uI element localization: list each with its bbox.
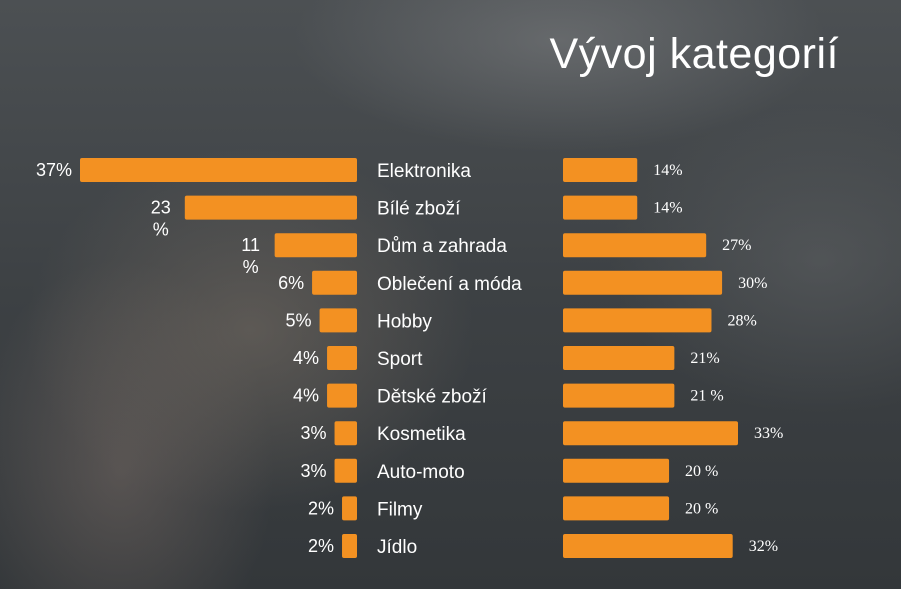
category-label: Bílé zboží [377, 199, 461, 220]
category-label: Kosmetika [377, 424, 466, 445]
right-value-label: 32% [749, 538, 778, 555]
left-value-label: 6% [278, 273, 304, 293]
right-bar [563, 158, 638, 182]
category-label: Hobby [377, 311, 432, 332]
left-bar [342, 496, 357, 521]
left-bar [327, 383, 357, 408]
category-label: Dětské zboží [377, 387, 488, 408]
left-bar [334, 421, 357, 446]
right-value-label: 14% [653, 162, 682, 179]
right-value-label: 28% [727, 312, 756, 329]
left-value-label: 3% [301, 423, 327, 443]
right-bar [563, 346, 675, 370]
right-bar [563, 195, 638, 220]
left-bar [319, 308, 357, 333]
right-value-label: 20 % [685, 500, 718, 517]
left-bar [80, 158, 357, 182]
category-label: Jídlo [377, 537, 417, 558]
left-value-label: 4% [293, 386, 319, 406]
left-value-label: 11% [241, 235, 260, 277]
left-value-label: 3% [301, 461, 327, 481]
left-bar [184, 195, 357, 220]
category-label: Oblečení a móda [377, 274, 522, 295]
category-label: Dům a zahrada [377, 236, 507, 257]
left-bar [327, 346, 357, 370]
left-bar [312, 270, 357, 295]
left-value-label: 37% [36, 160, 72, 180]
left-value-label: 4% [293, 348, 319, 368]
left-value-label: 5% [286, 310, 312, 330]
left-bar [342, 534, 357, 558]
right-bar [563, 421, 738, 446]
category-label: Elektronika [377, 161, 471, 182]
right-value-label: 14% [653, 200, 682, 217]
right-value-label: 30% [738, 275, 767, 292]
category-label: Sport [377, 349, 423, 370]
right-bar [563, 270, 723, 295]
left-value-label: 23% [151, 198, 171, 240]
left-bar [334, 458, 357, 483]
right-bar [563, 496, 670, 521]
right-bar [563, 308, 712, 333]
right-bar [563, 383, 675, 408]
right-value-label: 27% [722, 237, 751, 254]
category-label: Auto-moto [377, 462, 465, 483]
right-bar [563, 534, 733, 558]
left-bar [274, 233, 357, 258]
category-label: Filmy [377, 499, 423, 520]
right-value-label: 21% [690, 350, 719, 367]
left-value-label: 2% [308, 536, 334, 556]
right-bar [563, 458, 670, 483]
right-value-label: 20 % [685, 463, 718, 480]
left-value-label: 2% [308, 498, 334, 518]
chart-title: Vývoj kategorií [549, 30, 839, 78]
right-value-label: 33% [754, 425, 783, 442]
right-bar [563, 233, 707, 258]
right-value-label: 21 % [690, 388, 723, 405]
